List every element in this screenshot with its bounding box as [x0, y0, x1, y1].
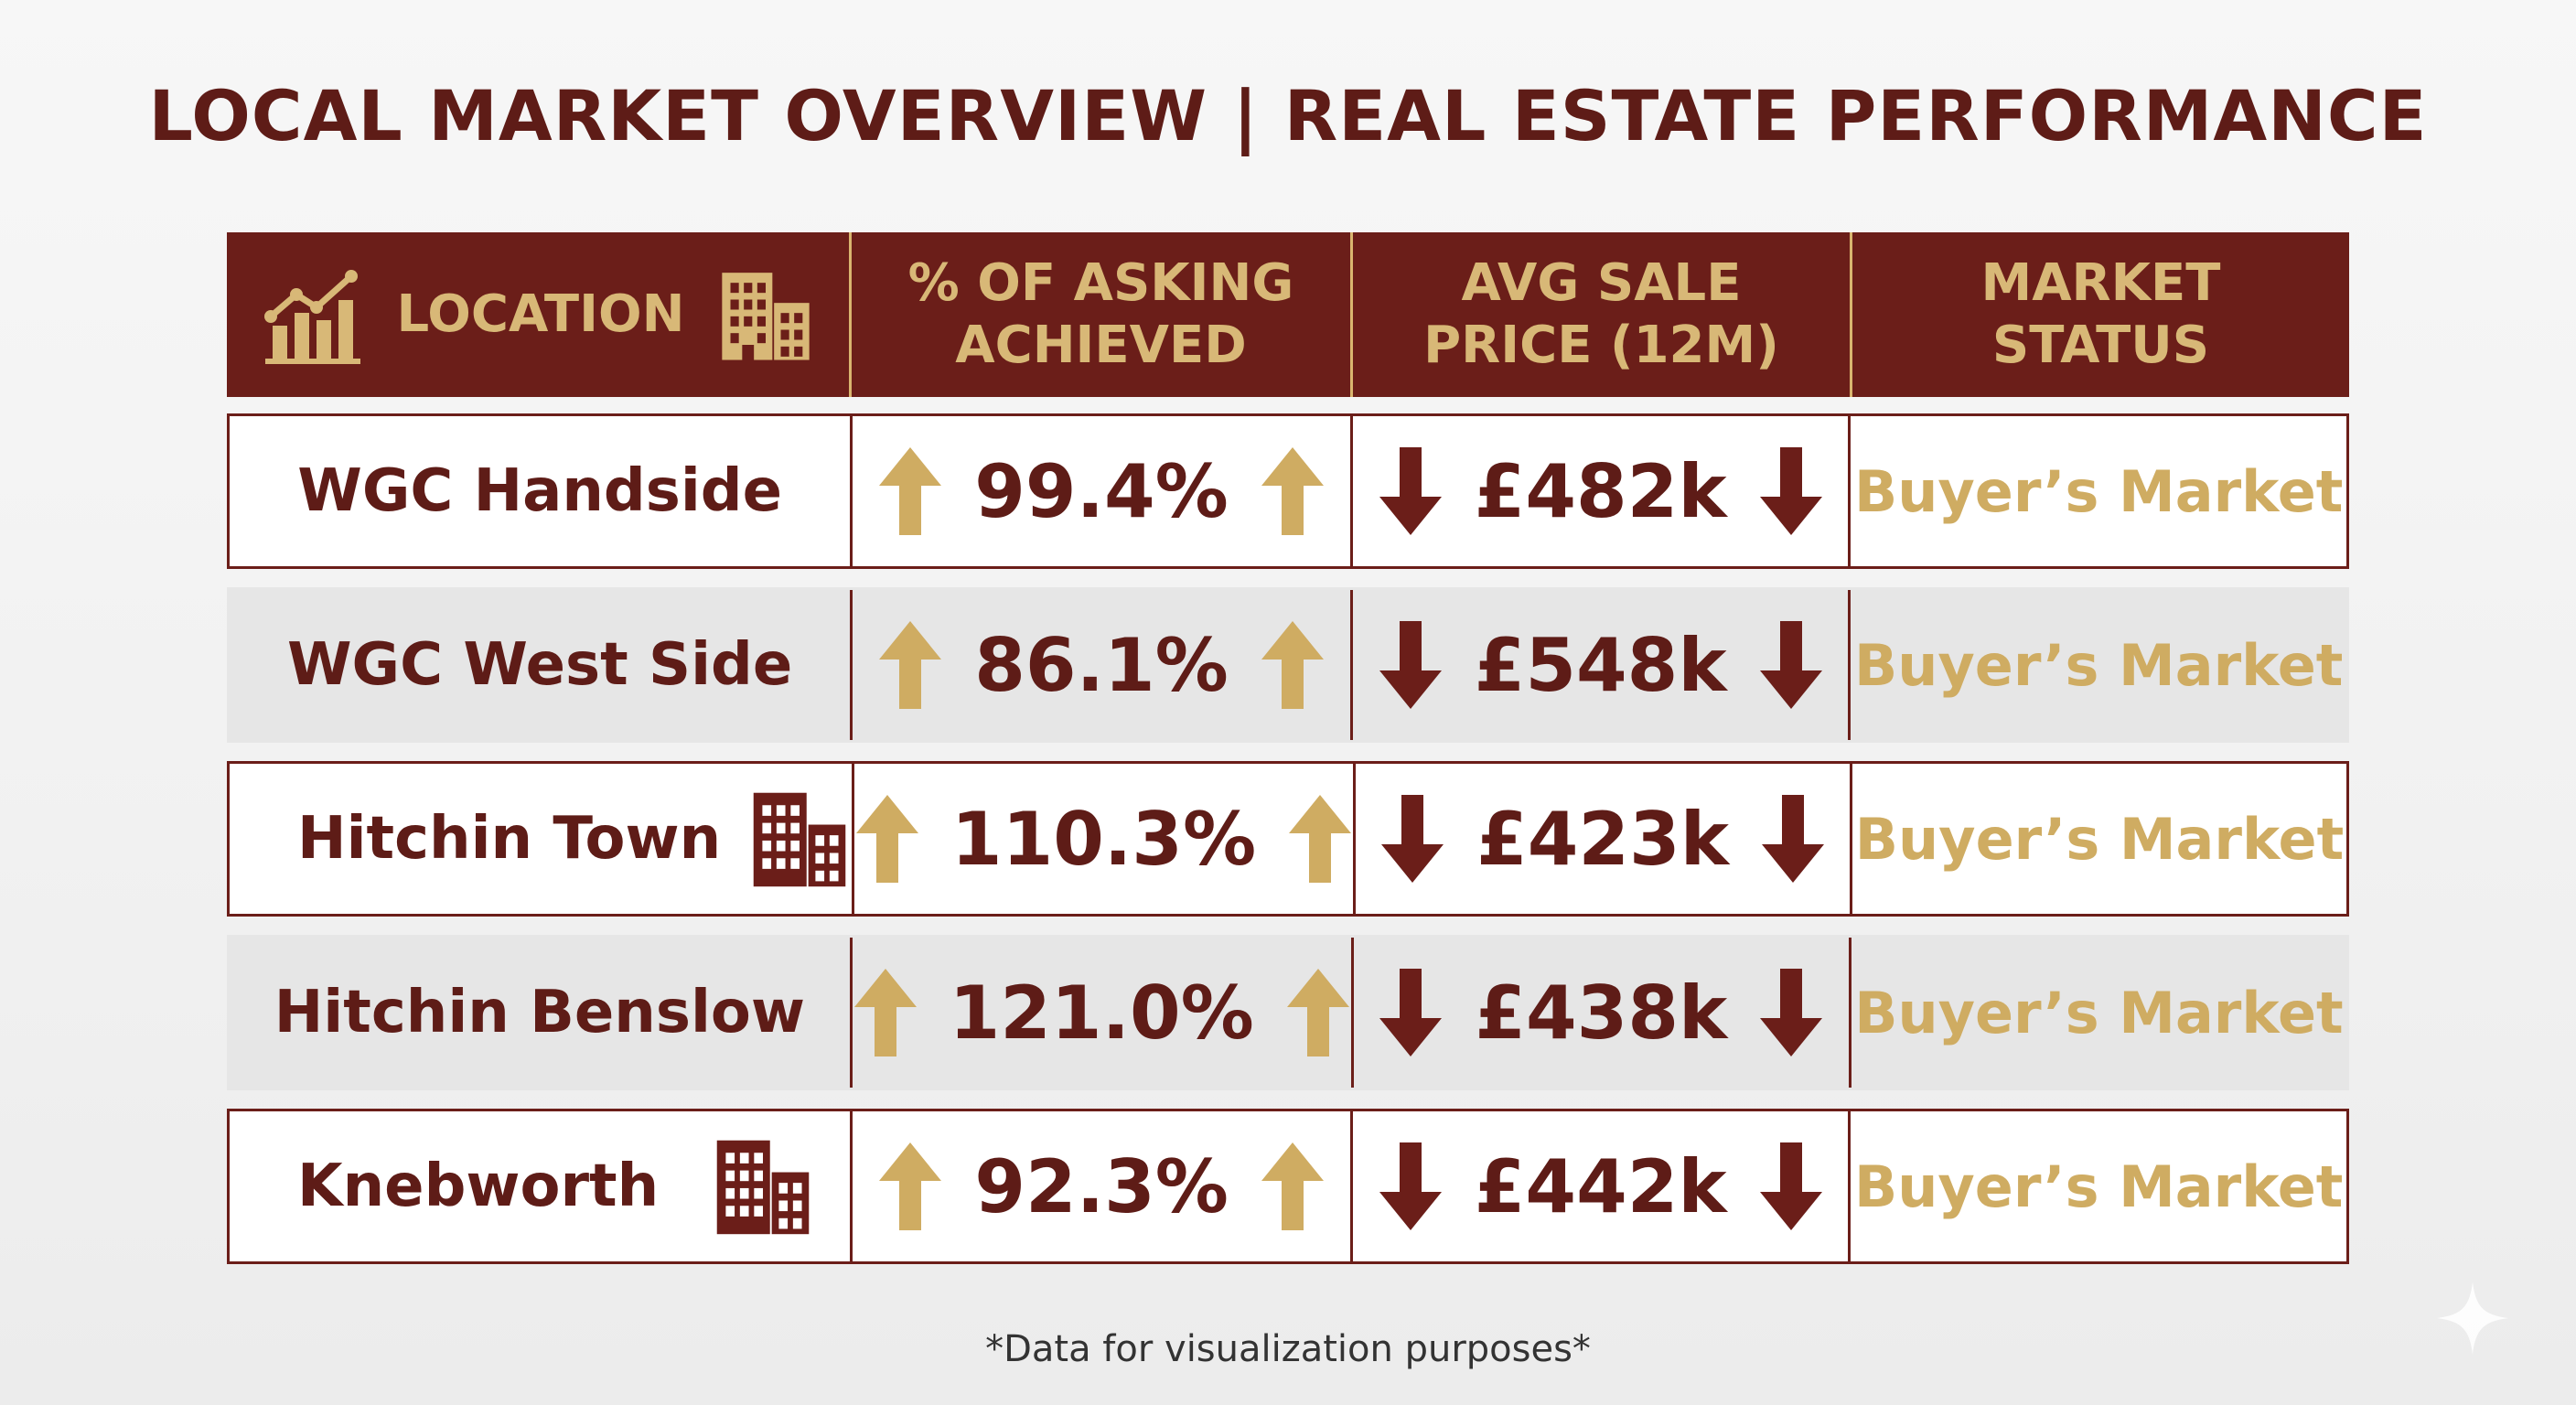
header-pct-asking: % OF ASKING ACHIEVED: [849, 232, 1350, 397]
header-avg-price: AVG SALE PRICE (12M): [1350, 232, 1850, 397]
arrow-down-icon: [1759, 1142, 1822, 1230]
location-label: Hitchin Town: [297, 805, 722, 873]
arrow-up-icon: [855, 795, 918, 883]
table-row: Knebworth 92.3% £442k Buyer’s Market: [227, 1109, 2349, 1264]
avg-price-value: £423k: [1476, 796, 1729, 882]
header-avg-price-label: AVG SALE PRICE (12M): [1423, 253, 1779, 375]
footnote: *Data for visualization purposes*: [985, 1328, 1591, 1370]
header-market-status-label: MARKET STATUS: [1980, 253, 2221, 375]
pct-asking-value: 121.0%: [949, 970, 1254, 1056]
arrow-up-icon: [1286, 969, 1349, 1056]
table-row: Hitchin Town 110.3% £423k Buyer’s Market: [227, 761, 2349, 917]
arrow-down-icon: [1379, 621, 1442, 709]
market-status-cell: Buyer’s Market: [1848, 416, 2346, 566]
building-icon: [716, 1140, 810, 1235]
pct-asking-cell: 110.3%: [852, 764, 1353, 914]
location-cell: Hitchin Benslow: [230, 938, 850, 1088]
avg-price-cell: £442k: [1349, 1111, 1849, 1261]
market-status-cell: Buyer’s Market: [1848, 1111, 2346, 1261]
arrow-up-icon: [1289, 795, 1352, 883]
avg-price-cell: £438k: [1350, 938, 1849, 1088]
pct-asking-cell: 99.4%: [850, 416, 1350, 566]
arrow-down-icon: [1379, 969, 1443, 1056]
avg-price-value: £482k: [1474, 448, 1727, 534]
pct-asking-value: 110.3%: [950, 796, 1257, 882]
location-label: Knebworth: [297, 1153, 660, 1220]
location-cell: Knebworth: [230, 1111, 850, 1261]
arrow-down-icon: [1759, 621, 1822, 709]
header-pct-asking-label: % OF ASKING ACHIEVED: [907, 253, 1294, 375]
table-row: WGC Handside 99.4% £482k Buyer’s Market: [227, 413, 2349, 569]
arrow-down-icon: [1379, 1142, 1442, 1230]
avg-price-value: £442k: [1474, 1143, 1727, 1229]
market-status-cell: Buyer’s Market: [1850, 764, 2346, 914]
avg-price-cell: £548k: [1349, 590, 1849, 740]
arrow-up-icon: [879, 447, 942, 535]
location-cell: WGC West Side: [230, 590, 850, 740]
avg-price-value: £438k: [1475, 970, 1728, 1056]
location-cell: Hitchin Town: [230, 764, 852, 914]
market-status-cell: Buyer’s Market: [1848, 590, 2346, 740]
building-icon: [753, 792, 846, 887]
arrow-up-icon: [879, 1142, 942, 1230]
pct-asking-cell: 92.3%: [850, 1111, 1350, 1261]
table-row: Hitchin Benslow 121.0% £438k Buyer’s Market: [227, 935, 2349, 1090]
page-title: LOCAL MARKET OVERVIEW | REAL ESTATE PERF…: [148, 75, 2428, 156]
pct-asking-cell: 121.0%: [849, 938, 1351, 1088]
location-label: Hitchin Benslow: [274, 979, 805, 1046]
pct-asking-value: 86.1%: [974, 622, 1229, 708]
arrow-down-icon: [1379, 447, 1442, 535]
arrow-up-icon: [853, 969, 917, 1056]
table-header: LOCATION: [227, 232, 2349, 397]
market-status-label: Buyer’s Market: [1853, 631, 2344, 699]
market-status-cell: Buyer’s Market: [1848, 938, 2346, 1088]
header-location-label: LOCATION: [396, 284, 685, 344]
table-row: WGC West Side 86.1% £548k Buyer’s Market: [227, 587, 2349, 743]
arrow-down-icon: [1759, 447, 1822, 535]
arrow-up-icon: [1261, 1142, 1324, 1230]
sparkle-icon: [2436, 1282, 2509, 1355]
avg-price-cell: £482k: [1349, 416, 1849, 566]
arrow-down-icon: [1761, 795, 1824, 883]
arrow-up-icon: [1261, 621, 1324, 709]
location-cell: WGC Handside: [230, 416, 850, 566]
location-label: WGC Handside: [297, 457, 782, 525]
market-status-label: Buyer’s Market: [1854, 979, 2344, 1046]
avg-price-cell: £423k: [1353, 764, 1850, 914]
pct-asking-value: 99.4%: [974, 448, 1229, 534]
header-location: LOCATION: [227, 232, 849, 397]
pct-asking-value: 92.3%: [974, 1143, 1229, 1229]
bar-chart-trend-icon: [263, 270, 360, 364]
location-label: WGC West Side: [286, 631, 793, 699]
header-market-status: MARKET STATUS: [1850, 232, 2349, 397]
building-icon: [722, 273, 810, 360]
market-status-label: Buyer’s Market: [1854, 1153, 2344, 1220]
arrow-down-icon: [1381, 795, 1444, 883]
arrow-down-icon: [1760, 969, 1823, 1056]
avg-price-value: £548k: [1474, 622, 1727, 708]
market-status-label: Buyer’s Market: [1853, 457, 2344, 525]
arrow-up-icon: [879, 621, 942, 709]
arrow-up-icon: [1261, 447, 1324, 535]
pct-asking-cell: 86.1%: [850, 590, 1350, 740]
market-status-label: Buyer’s Market: [1854, 805, 2345, 873]
